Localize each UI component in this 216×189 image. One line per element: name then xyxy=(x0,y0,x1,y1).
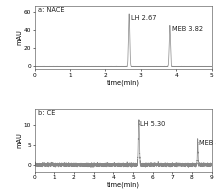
Text: LH 2.67: LH 2.67 xyxy=(130,15,156,21)
X-axis label: time(min): time(min) xyxy=(107,79,140,85)
Y-axis label: mAU: mAU xyxy=(16,29,22,45)
Text: MEB 3.82: MEB 3.82 xyxy=(172,26,203,33)
Text: LH 5.30: LH 5.30 xyxy=(140,122,166,127)
Text: b: CE: b: CE xyxy=(38,110,56,116)
X-axis label: time(min): time(min) xyxy=(107,182,140,188)
Y-axis label: mAU: mAU xyxy=(16,132,22,148)
Text: MEB 8.29: MEB 8.29 xyxy=(199,140,216,146)
Text: a: NACE: a: NACE xyxy=(38,7,65,13)
